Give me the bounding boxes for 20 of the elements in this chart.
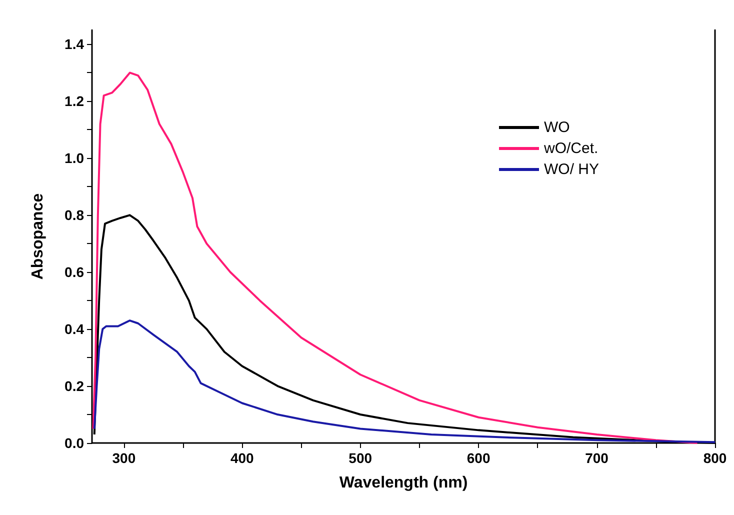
y-tick-label: 0.2 <box>64 378 84 394</box>
x-axis-title: Wavelength (nm) <box>339 474 468 492</box>
legend-label: wO/Cet. <box>543 140 598 157</box>
x-tick-label: 500 <box>348 450 372 466</box>
x-tick-label: 300 <box>112 450 136 466</box>
y-tick-label: 0.4 <box>64 321 84 338</box>
x-tick-label: 700 <box>585 450 609 466</box>
text: 0.0 <box>64 435 84 451</box>
legend-label: WO/ HY <box>544 161 599 178</box>
y-axis-title: Absopance <box>30 193 46 280</box>
text: 1.0 <box>64 150 84 166</box>
y-tick-label: 1.2 <box>64 93 84 110</box>
x-tick-label: 400 <box>230 450 254 466</box>
y-tick-label: 1.4 <box>64 36 84 52</box>
x-tick-label: 800 <box>703 450 727 466</box>
y-tick-label: 0.6 <box>64 264 84 280</box>
x-tick-label: 600 <box>466 450 490 466</box>
y-tick-label: 0.8 <box>64 207 84 224</box>
line-series <box>92 72 698 444</box>
legend-label: WO <box>544 119 570 136</box>
